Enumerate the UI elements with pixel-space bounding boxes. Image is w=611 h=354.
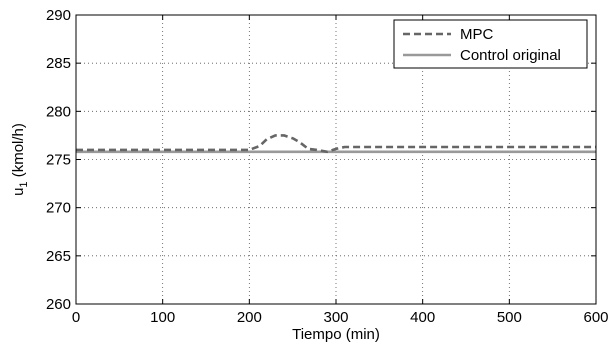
y-axis-label: u1 (kmol/h) <box>10 123 30 196</box>
x-tick-label: 300 <box>323 309 348 326</box>
y-tick-label: 290 <box>46 7 71 24</box>
y-axis-label-rest: (kmol/h) <box>10 123 27 181</box>
legend-label-control-original: Control original <box>460 47 561 64</box>
x-axis-label: Tiempo (min) <box>292 326 380 343</box>
y-tick-label: 260 <box>46 296 71 313</box>
x-tick-label: 400 <box>410 309 435 326</box>
legend-box <box>393 19 588 69</box>
y-tick-label: 285 <box>46 55 71 72</box>
y-axis-label-subscript: 1 <box>18 181 30 187</box>
legend: MPC Control original <box>393 19 588 69</box>
x-tick-label: 600 <box>583 309 608 326</box>
y-tick-label: 280 <box>46 103 71 120</box>
y-tick-label: 275 <box>46 152 71 169</box>
y-axis-label-main: u <box>10 188 27 196</box>
x-tick-label: 500 <box>497 309 522 326</box>
legend-label-mpc: MPC <box>460 26 494 43</box>
y-tick-label: 265 <box>46 248 71 265</box>
axis-ticks: 0 100 200 300 400 500 600 260 265 270 275 280 285 290 <box>46 7 609 326</box>
x-tick-label: 200 <box>237 309 262 326</box>
series-layer <box>76 134 596 154</box>
x-tick-label: 100 <box>150 309 175 326</box>
y-tick-label: 270 <box>46 200 71 217</box>
x-tick-label: 0 <box>72 309 80 326</box>
series-line-mpc <box>76 134 596 154</box>
